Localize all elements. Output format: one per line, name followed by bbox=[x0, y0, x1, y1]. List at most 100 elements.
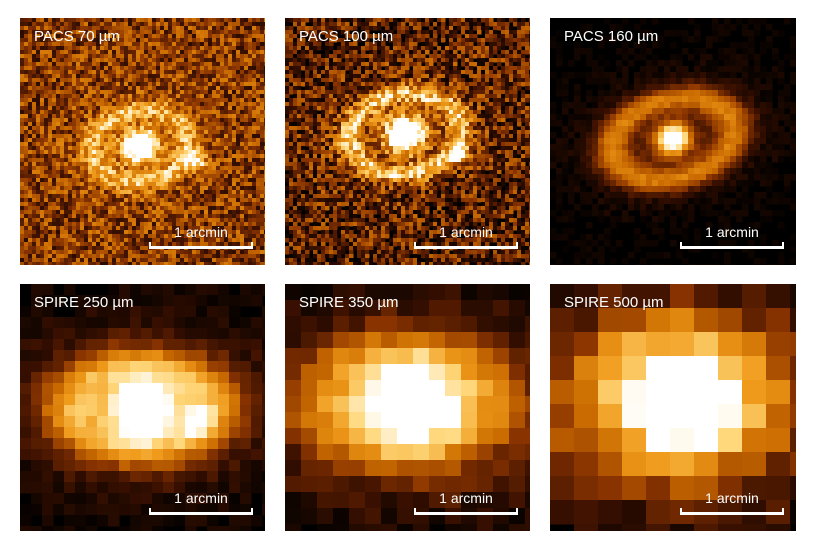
map-pixel bbox=[128, 254, 133, 259]
map-pixel bbox=[349, 34, 354, 39]
map-pixel bbox=[501, 58, 506, 63]
map-pixel bbox=[168, 82, 173, 87]
map-pixel bbox=[176, 106, 181, 111]
map-pixel bbox=[244, 70, 249, 75]
map-pixel bbox=[196, 58, 201, 63]
map-pixel bbox=[152, 178, 157, 183]
map-pixel bbox=[112, 262, 117, 265]
map-pixel bbox=[224, 202, 229, 207]
map-pixel bbox=[313, 62, 318, 67]
map-pixel bbox=[377, 90, 382, 95]
map-pixel bbox=[232, 54, 237, 59]
map-pixel bbox=[96, 194, 101, 199]
map-pixel bbox=[64, 218, 69, 223]
map-pixel bbox=[224, 154, 229, 159]
map-pixel bbox=[96, 254, 101, 259]
map-pixel bbox=[256, 258, 261, 263]
map-pixel bbox=[244, 142, 249, 147]
map-pixel bbox=[433, 86, 438, 91]
map-pixel bbox=[108, 34, 113, 39]
map-pixel bbox=[140, 250, 145, 255]
map-pixel bbox=[64, 246, 69, 251]
map-pixel bbox=[56, 70, 61, 75]
map-pixel bbox=[100, 54, 105, 59]
map-pixel bbox=[84, 42, 89, 47]
map-pixel bbox=[469, 50, 474, 55]
map-pixel bbox=[124, 54, 129, 59]
map-pixel bbox=[248, 114, 253, 119]
map-pixel bbox=[152, 234, 157, 239]
map-pixel bbox=[188, 122, 193, 127]
map-pixel bbox=[256, 154, 261, 159]
map-pixel bbox=[212, 154, 217, 159]
map-pixel bbox=[285, 66, 290, 71]
map-pixel bbox=[128, 74, 133, 79]
map-pixel bbox=[264, 186, 265, 191]
map-pixel bbox=[116, 54, 121, 59]
map-pixel bbox=[509, 26, 514, 31]
map-pixel bbox=[72, 254, 77, 259]
map-pixel bbox=[196, 86, 201, 91]
map-pixel bbox=[236, 134, 241, 139]
map-pixel bbox=[208, 142, 213, 147]
map-pixel bbox=[116, 58, 121, 63]
map-pixel bbox=[20, 122, 25, 127]
map-pixel bbox=[184, 74, 189, 79]
map-pixel bbox=[128, 34, 133, 39]
map-pixel bbox=[144, 170, 149, 175]
map-pixel bbox=[124, 38, 129, 43]
map-pixel bbox=[132, 234, 137, 239]
map-pixel bbox=[513, 70, 518, 75]
map-pixel bbox=[216, 86, 221, 91]
map-pixel bbox=[369, 34, 374, 39]
map-pixel bbox=[64, 226, 69, 231]
map-pixel bbox=[260, 26, 265, 31]
map-pixel bbox=[32, 150, 37, 155]
map-pixel bbox=[76, 106, 81, 111]
map-pixel bbox=[80, 78, 85, 83]
map-pixel bbox=[120, 254, 125, 259]
map-pixel bbox=[116, 206, 121, 211]
map-pixel bbox=[148, 202, 153, 207]
map-pixel bbox=[172, 78, 177, 83]
map-pixel bbox=[156, 242, 161, 247]
map-pixel bbox=[144, 174, 149, 179]
map-pixel bbox=[377, 22, 382, 27]
map-pixel bbox=[128, 94, 133, 99]
map-pixel bbox=[204, 210, 209, 215]
map-pixel bbox=[377, 38, 382, 43]
map-pixel bbox=[76, 78, 81, 83]
map-pixel bbox=[321, 22, 326, 27]
map-pixel bbox=[293, 34, 298, 39]
map-pixel bbox=[72, 210, 77, 215]
map-pixel bbox=[132, 178, 137, 183]
map-pixel bbox=[505, 62, 510, 67]
map-pixel bbox=[385, 86, 390, 91]
map-pixel bbox=[108, 258, 113, 263]
map-pixel bbox=[305, 54, 310, 59]
map-pixel bbox=[60, 58, 65, 63]
map-pixel bbox=[232, 202, 237, 207]
map-pixel bbox=[232, 118, 237, 123]
map-pixel bbox=[180, 78, 185, 83]
map-pixel bbox=[200, 34, 205, 39]
map-pixel bbox=[148, 22, 153, 27]
map-pixel bbox=[361, 70, 366, 75]
map-pixel bbox=[297, 22, 302, 27]
map-pixel bbox=[200, 38, 205, 43]
map-pixel bbox=[329, 22, 334, 27]
map-pixel bbox=[252, 98, 257, 103]
map-pixel bbox=[188, 222, 193, 227]
map-pixel bbox=[248, 186, 253, 191]
map-pixel bbox=[120, 74, 125, 79]
map-pixel bbox=[353, 94, 358, 99]
map-pixel bbox=[100, 82, 105, 87]
map-pixel bbox=[32, 178, 37, 183]
map-pixel bbox=[96, 82, 101, 87]
map-pixel bbox=[128, 218, 133, 223]
map-pixel bbox=[60, 70, 65, 75]
map-pixel bbox=[96, 210, 101, 215]
map-pixel bbox=[124, 234, 129, 239]
map-pixel bbox=[132, 118, 137, 123]
map-pixel bbox=[204, 238, 209, 243]
